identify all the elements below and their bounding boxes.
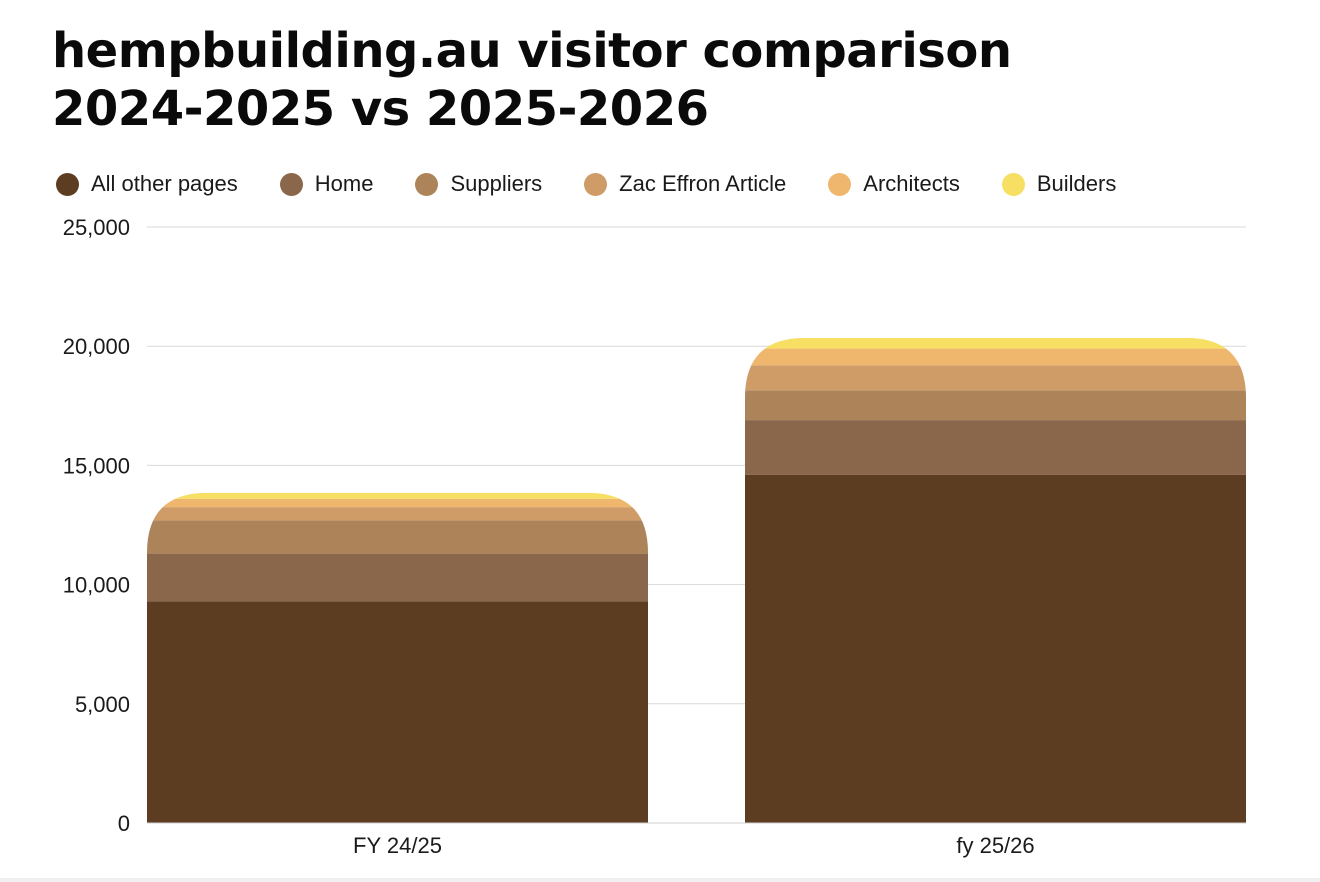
y-tick-label: 0 (118, 811, 130, 836)
legend-swatch (415, 172, 439, 196)
y-tick-label: 20,000 (63, 334, 130, 359)
legend-label: All other pages (91, 171, 238, 196)
legend-label: Suppliers (450, 171, 543, 196)
legend-label: Home (314, 171, 374, 196)
chart-legend: All other pages Home Suppliers Zac Effron A… (56, 168, 1158, 200)
chart-title: hempbuilding.au visitor comparison 2024-… (52, 22, 1012, 138)
bar-segment (147, 553, 648, 602)
legend-swatch (584, 172, 608, 196)
y-tick-label: 5,000 (75, 692, 130, 717)
bar-segment (745, 420, 1246, 475)
legend-swatch (279, 172, 303, 196)
legend-label: Builders (1036, 171, 1117, 196)
bar-segment (745, 348, 1246, 366)
bar-segment (147, 520, 648, 554)
bottom-divider (0, 878, 1320, 882)
legend-label: Architects (863, 171, 960, 196)
x-tick-label: fy 25/26 (956, 833, 1034, 858)
legend-label: Zac Effron Article (619, 171, 787, 196)
bar-segment (147, 601, 648, 823)
chart-title-line-2: 2024-2025 vs 2025-2026 (52, 81, 709, 137)
legend-item: Home (279, 171, 374, 197)
bar-segment (147, 498, 648, 508)
bar-stack (147, 492, 648, 823)
legend-item: Builders (1001, 171, 1117, 197)
x-tick-label: FY 24/25 (353, 833, 442, 858)
bar-segment (745, 474, 1246, 823)
legend-swatch (828, 172, 852, 196)
bar-segment (147, 492, 648, 499)
legend-swatch (56, 172, 79, 196)
chart-title-line-1: hempbuilding.au visitor comparison (52, 23, 1012, 79)
y-tick-label: 15,000 (63, 453, 130, 478)
legend-swatch (1001, 172, 1025, 196)
bar-segment (745, 337, 1246, 349)
bar-segment (745, 390, 1246, 421)
bar-stack (745, 337, 1246, 823)
legend-item: Suppliers (415, 171, 542, 197)
legend-item: All other pages (56, 171, 238, 197)
bar-segment (147, 507, 648, 521)
y-tick-label: 25,000 (63, 215, 130, 240)
y-tick-label: 10,000 (63, 573, 130, 598)
bar-segment (745, 365, 1246, 391)
legend-item: Zac Effron Article (584, 171, 786, 197)
legend-item: Architects (828, 171, 960, 197)
